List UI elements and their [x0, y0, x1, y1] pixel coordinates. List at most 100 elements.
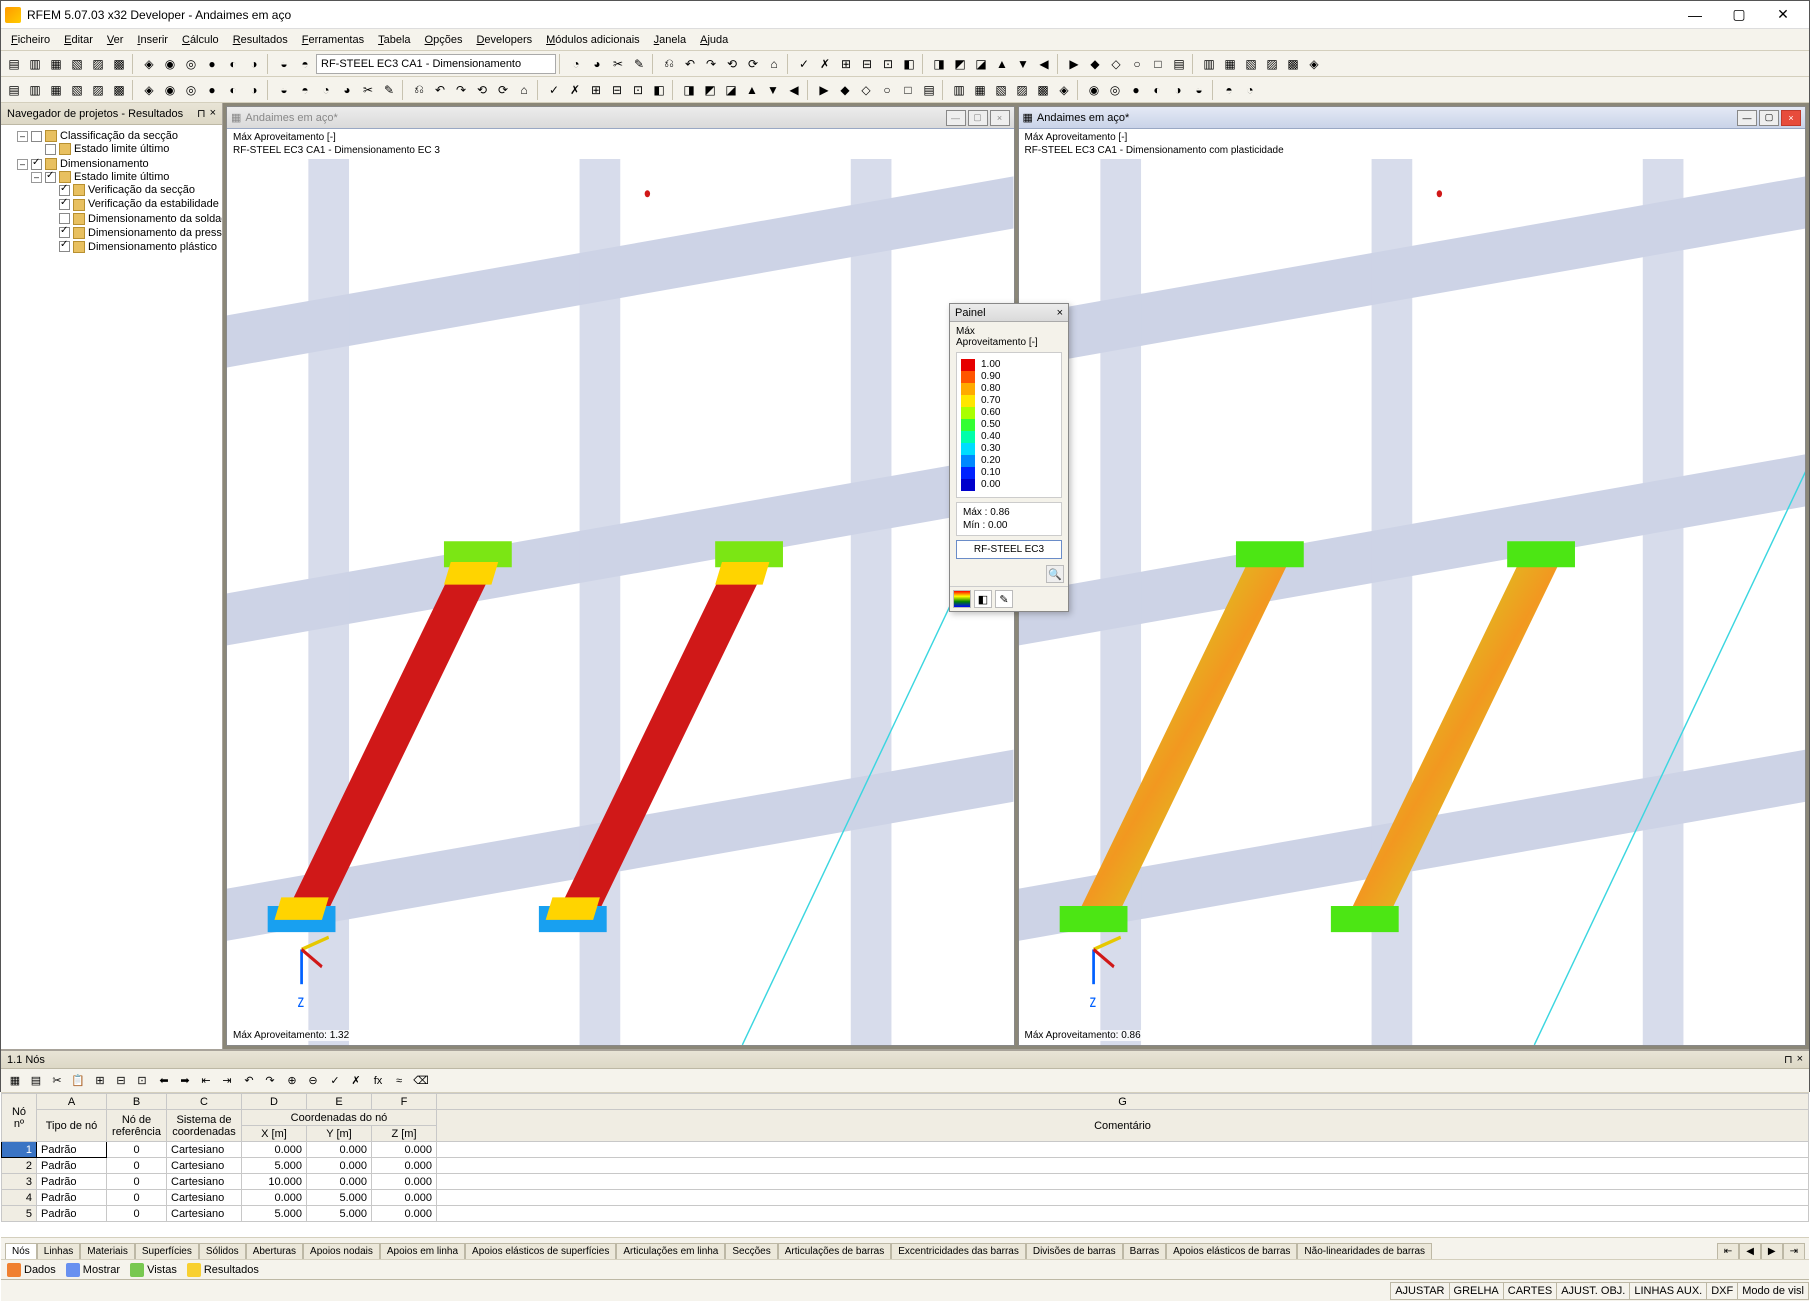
table-tab-nav[interactable]: ⇤ [1717, 1243, 1739, 1259]
table-tab[interactable]: Nós [5, 1243, 37, 1259]
toolbar-button[interactable]: ◉ [160, 54, 180, 74]
painel-zoom-icon[interactable]: 🔍 [1046, 565, 1064, 583]
table-tool-button[interactable]: ⬅ [154, 1071, 174, 1091]
status-cell[interactable]: Modo de visl [1737, 1282, 1809, 1300]
toolbar-button[interactable]: ◓ [295, 80, 315, 100]
toolbar-button[interactable]: ◧ [899, 54, 919, 74]
toolbar-button[interactable]: ⊡ [878, 54, 898, 74]
toolbar-button[interactable]: ▨ [1262, 54, 1282, 74]
toolbar-button[interactable]: ◈ [139, 54, 159, 74]
bottombar-item-dados[interactable]: Dados [7, 1263, 56, 1277]
menu-developers[interactable]: Developers [470, 32, 538, 48]
tree-checkbox[interactable] [59, 241, 70, 252]
table-tool-button[interactable]: ▦ [5, 1071, 25, 1091]
table-tab[interactable]: Articulações de barras [778, 1243, 892, 1259]
toolbar-button[interactable]: ↶ [680, 54, 700, 74]
toolbar-button[interactable]: ▦ [46, 54, 66, 74]
tree-checkbox[interactable] [59, 213, 70, 224]
menu-editar[interactable]: Editar [58, 32, 99, 48]
toolbar-button[interactable]: ◑ [1168, 80, 1188, 100]
status-cell[interactable]: GRELHA [1449, 1282, 1504, 1300]
toolbar-button[interactable]: ◕ [587, 54, 607, 74]
tree-item-label[interactable]: Dimensionamento plástico [88, 241, 217, 253]
bottombar-item-resultados[interactable]: Resultados [187, 1263, 259, 1277]
toolbar-button[interactable]: ⊞ [586, 80, 606, 100]
status-cell[interactable]: AJUST. OBJ. [1556, 1282, 1630, 1300]
table-tool-button[interactable]: ↶ [239, 1071, 259, 1091]
toolbar-button[interactable]: ▲ [742, 80, 762, 100]
status-cell[interactable]: DXF [1706, 1282, 1738, 1300]
viewport-left-max[interactable]: ▢ [968, 110, 988, 126]
table-tool-button[interactable]: ≈ [389, 1071, 409, 1091]
navigator-tree[interactable]: –Classificação da secçãoEstado limite úl… [1, 125, 222, 1049]
tree-item-label[interactable]: Estado limite último [74, 143, 169, 155]
toolbar-button[interactable]: ◑ [244, 54, 264, 74]
tree-checkbox[interactable] [59, 227, 70, 238]
toolbar-button[interactable]: ◎ [181, 54, 201, 74]
table-tool-button[interactable]: ➡ [175, 1071, 195, 1091]
table-tab[interactable]: Divisões de barras [1026, 1243, 1123, 1259]
tree-item-label[interactable]: Verificação da estabilidade [88, 198, 219, 210]
tree-checkbox[interactable] [45, 172, 56, 183]
toolbar-button[interactable]: ◀ [1034, 54, 1054, 74]
toolbar-button[interactable]: ◓ [1219, 80, 1239, 100]
status-cell[interactable]: CARTES [1503, 1282, 1557, 1300]
toolbar-button[interactable]: ◀ [784, 80, 804, 100]
menu-ajuda[interactable]: Ajuda [694, 32, 734, 48]
toolbar-button[interactable]: ◆ [835, 80, 855, 100]
tree-checkbox[interactable] [31, 159, 42, 170]
table-tab[interactable]: Não-linearidades de barras [1297, 1243, 1432, 1259]
toolbar-button[interactable]: ▥ [949, 80, 969, 100]
toolbar-button[interactable]: ◧ [649, 80, 669, 100]
toolbar-button[interactable]: ✓ [544, 80, 564, 100]
viewport-left-titlebar[interactable]: ▦ Andaimes em aço* — ▢ × [227, 107, 1014, 129]
toolbar-button[interactable]: ⎌ [659, 54, 679, 74]
viewport-left-min[interactable]: — [946, 110, 966, 126]
toolbar-button[interactable]: ▤ [4, 80, 24, 100]
toolbar-button[interactable]: ✂ [608, 54, 628, 74]
toolbar-button[interactable]: ◇ [856, 80, 876, 100]
menu-inserir[interactable]: Inserir [131, 32, 174, 48]
painel-tab3-icon[interactable]: ✎ [995, 590, 1013, 608]
painel-tab2-icon[interactable]: ◧ [974, 590, 992, 608]
toolbar-button[interactable]: ▥ [1199, 54, 1219, 74]
table-close-icon[interactable]: × [1797, 1053, 1803, 1066]
toolbar-button[interactable]: ◐ [223, 80, 243, 100]
toolbar-button[interactable]: ▧ [1241, 54, 1261, 74]
toolbar-button[interactable]: □ [1148, 54, 1168, 74]
table-tab-nav[interactable]: ⇥ [1783, 1243, 1805, 1259]
tree-item-label[interactable]: Estado limite último [74, 171, 169, 183]
bottombar-item-vistas[interactable]: Vistas [130, 1263, 177, 1277]
toolbar-button[interactable]: ✗ [565, 80, 585, 100]
toolbar-button[interactable]: ◎ [181, 80, 201, 100]
toolbar-button[interactable]: ◨ [929, 54, 949, 74]
toolbar-button[interactable]: ▨ [1012, 80, 1032, 100]
toolbar-button[interactable]: ▩ [109, 54, 129, 74]
menu-opções[interactable]: Opções [419, 32, 469, 48]
toolbar-button[interactable]: ⊞ [836, 54, 856, 74]
toolbar-button[interactable]: ⟲ [472, 80, 492, 100]
viewport-right-min[interactable]: — [1737, 110, 1757, 126]
toolbar-button[interactable]: ⌂ [764, 54, 784, 74]
table-tab[interactable]: Materiais [80, 1243, 135, 1259]
toolbar-button[interactable]: ▧ [67, 54, 87, 74]
menu-ver[interactable]: Ver [101, 32, 130, 48]
toolbar-button[interactable]: ◨ [679, 80, 699, 100]
painel-module-button[interactable]: RF-STEEL EC3 [956, 540, 1062, 559]
toolbar-button[interactable]: ◐ [223, 54, 243, 74]
toolbar-button[interactable]: ⟳ [743, 54, 763, 74]
painel-close-icon[interactable]: × [1057, 307, 1063, 319]
toolbar-button[interactable]: ▦ [1220, 54, 1240, 74]
table-tabs[interactable]: NósLinhasMateriaisSuperfíciesSólidosAber… [1, 1237, 1809, 1259]
table-row[interactable]: 5Padrão0Cartesiano5.0005.0000.000 [2, 1206, 1809, 1222]
toolbar-button[interactable]: ▩ [109, 80, 129, 100]
maximize-button[interactable]: ▢ [1717, 2, 1761, 28]
toolbar-button[interactable]: ▨ [88, 54, 108, 74]
toolbar-button[interactable]: ⊟ [857, 54, 877, 74]
toolbar-button[interactable]: ▧ [67, 80, 87, 100]
toolbar-button[interactable]: ⟲ [722, 54, 742, 74]
toolbar-button[interactable]: ↷ [451, 80, 471, 100]
toolbar-button[interactable]: ◓ [295, 54, 315, 74]
navigator-close-icon[interactable]: × [210, 107, 216, 120]
toolbar-button[interactable]: ◒ [274, 54, 294, 74]
